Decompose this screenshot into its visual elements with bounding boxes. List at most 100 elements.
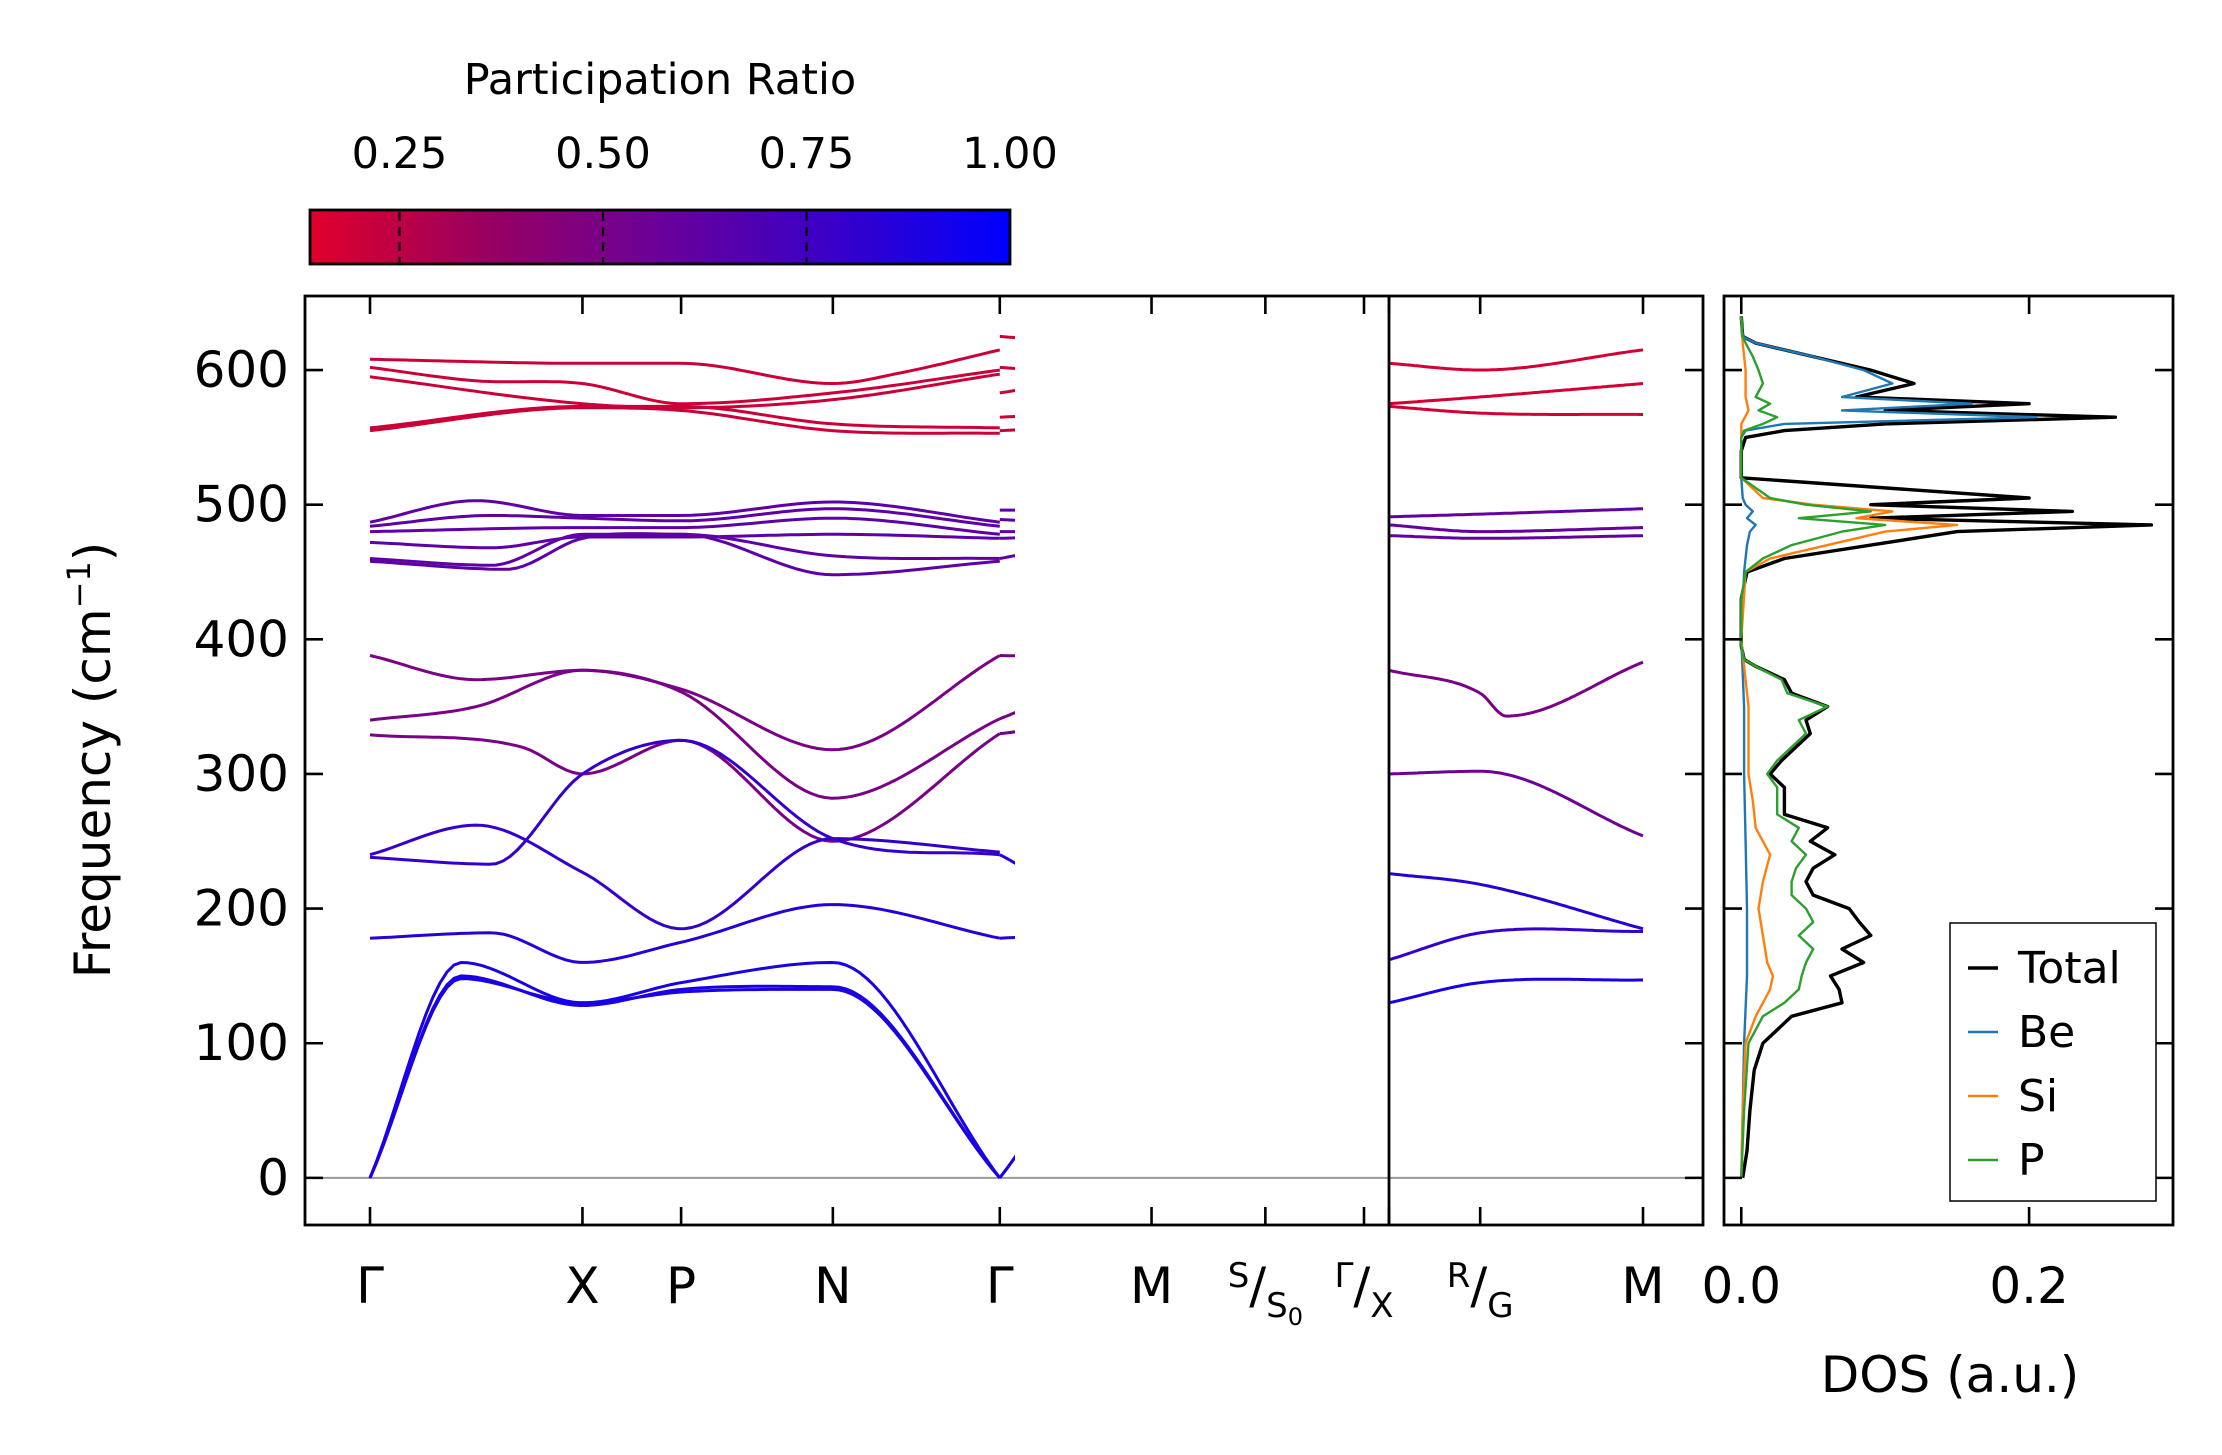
x-tick-label-upper: S [1228, 1256, 1250, 1296]
x-tick-label: Γ/X [1334, 1256, 1393, 1326]
band-branch [1389, 660, 1644, 718]
dos-series-si [1740, 316, 1959, 1178]
dos-series-be [1740, 316, 2038, 1178]
band-branch [1152, 817, 1365, 855]
band-branch [999, 518, 1015, 522]
dos-legend-label: Total [2017, 943, 2121, 994]
y-tick-label: 200 [194, 880, 289, 938]
band-branch [368, 961, 1002, 1179]
x-tick-label: P [666, 1257, 696, 1315]
dos-legend-label: Si [2018, 1071, 2058, 1122]
x-tick-label: Γ [986, 1257, 1014, 1315]
band-branch [998, 1154, 1015, 1179]
colorbar-tick-label: 0.25 [352, 129, 448, 179]
band-branch [999, 853, 1015, 865]
band-branch [369, 738, 1000, 866]
y-axis-label: Frequency (cm−1) [60, 542, 122, 979]
band-branch [1389, 769, 1644, 838]
left-panel-frame [303, 294, 1705, 1227]
band-branch [369, 365, 1000, 406]
band-branch [368, 977, 1001, 1179]
colorbar [308, 208, 1012, 266]
band-branch [999, 536, 1015, 540]
band-branch [999, 428, 1015, 433]
band-branch [998, 1154, 1015, 1179]
dos-axes: 0.0 0.2 [1702, 296, 2173, 1315]
x-tick-label-lower: G [1487, 1286, 1513, 1326]
band-structure-left-panel [368, 334, 1365, 1179]
band-branch [369, 668, 1001, 800]
x-tick-label: Γ [356, 1257, 384, 1315]
x-tick-label-slash: / [1249, 1257, 1266, 1315]
colorbar-ticks [398, 212, 808, 262]
band-branch [1389, 382, 1644, 406]
band-branch [1389, 927, 1643, 962]
x-tick-label: M [1130, 1257, 1173, 1315]
y-tick-label: 100 [194, 1014, 289, 1072]
band-branch [369, 532, 1000, 577]
band-branch [369, 516, 1000, 536]
band-branch [999, 388, 1015, 395]
x-tick-label-subscript: 0 [1288, 1303, 1303, 1331]
x-tick-label-lower: S [1266, 1286, 1288, 1326]
band-branch [1389, 507, 1644, 519]
x-tick-label-upper: R [1447, 1256, 1471, 1296]
band-branch [1389, 872, 1644, 931]
band-branch [999, 654, 1015, 658]
band-branch [999, 730, 1015, 736]
band-branch [1389, 348, 1644, 372]
x-tick-label: M [1621, 1257, 1664, 1315]
band-branch [1389, 523, 1643, 534]
colorbar-tick-label: 1.00 [962, 129, 1058, 179]
band-structure-right-panel [1389, 348, 1644, 1005]
dos-x-tick-label: 0.2 [1989, 1257, 2069, 1315]
band-branch [368, 974, 1001, 1179]
band-branch [369, 532, 1000, 567]
dos-x-tick-label: 0.0 [1702, 1257, 1782, 1315]
dos-x-axis-label: DOS (a.u.) [1821, 1346, 2080, 1404]
band-branch [369, 532, 1000, 550]
dos-series-total [1739, 316, 2154, 1179]
band-branch [369, 507, 1000, 528]
band-branch [369, 903, 1001, 964]
dos-legend: Total Be Si P [1949, 922, 2157, 1202]
x-tick-label-slash: / [1470, 1257, 1487, 1315]
dos-legend-label: Be [2018, 1007, 2075, 1058]
y-tick-label: 500 [194, 476, 289, 534]
y-tick-label: 300 [194, 745, 289, 803]
colorbar-tick-labels: 0.25 0.50 0.75 1.00 [352, 129, 1058, 179]
y-tick-label: 600 [194, 341, 289, 399]
band-branch [1389, 977, 1643, 1005]
dos-legend-label: P [2018, 1135, 2045, 1186]
y-tick-label: 400 [194, 610, 289, 668]
band-branch [999, 415, 1015, 419]
x-tick-label-upper: Γ [1334, 1256, 1353, 1296]
y-tick-label: 0 [257, 1149, 289, 1207]
band-branch [369, 823, 1000, 931]
dos-series-p [1740, 316, 1887, 1178]
band-branch [999, 530, 1015, 534]
x-tick-label: S/S0 [1228, 1256, 1303, 1331]
band-branch [369, 654, 1001, 752]
x-tick-label-slash: / [1353, 1257, 1370, 1315]
band-branch [1389, 404, 1643, 416]
band-branch [999, 554, 1015, 560]
band-branch [999, 508, 1015, 512]
x-tick-label: R/G [1447, 1256, 1514, 1326]
band-branch [369, 499, 1000, 524]
band-branch [369, 406, 1000, 435]
band-branch [369, 404, 1000, 430]
colorbar-label: Participation Ratio [464, 55, 857, 105]
band-branch [1389, 534, 1643, 540]
band-branch [999, 365, 1015, 371]
dos-panel-frame [1722, 294, 2175, 1227]
band-branch [999, 334, 1015, 340]
x-tick-label: X [565, 1257, 599, 1315]
x-tick-label: N [814, 1257, 851, 1315]
band-branch [999, 710, 1015, 721]
colorbar-tick-label: 0.50 [555, 129, 651, 179]
x-tick-label-lower: X [1370, 1286, 1393, 1326]
band-branch [369, 348, 1001, 385]
